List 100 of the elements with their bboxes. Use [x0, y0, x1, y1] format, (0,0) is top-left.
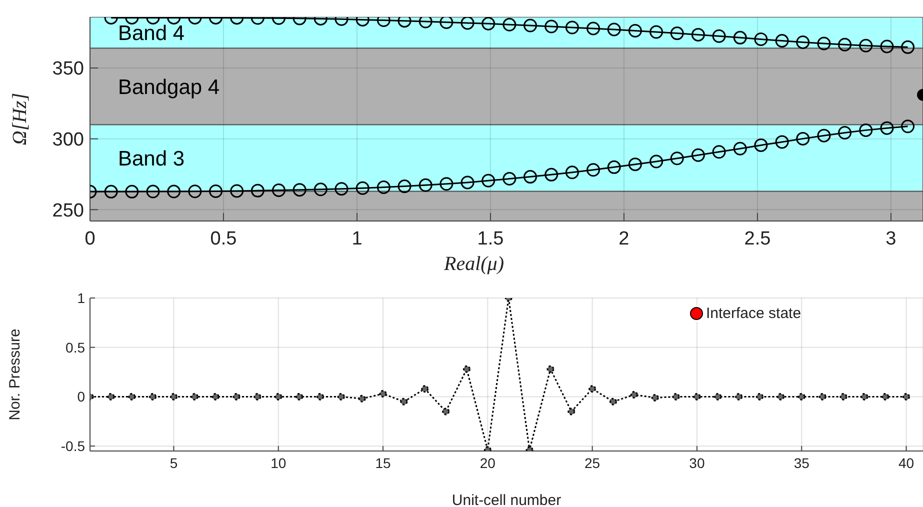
point — [817, 128, 831, 142]
point — [292, 183, 306, 197]
point — [733, 142, 747, 156]
band-label: Band 4 — [118, 22, 185, 46]
point — [544, 168, 558, 182]
point — [460, 17, 474, 30]
point — [756, 392, 764, 400]
point — [882, 392, 890, 400]
point — [901, 120, 915, 134]
point — [128, 392, 136, 400]
point — [546, 365, 554, 373]
point — [167, 184, 181, 198]
point — [544, 20, 558, 34]
x-tick-label: 30 — [689, 454, 705, 471]
point — [630, 390, 638, 398]
point — [586, 22, 600, 36]
x-tick-label: 5 — [170, 454, 178, 471]
point — [880, 40, 894, 54]
point — [482, 174, 496, 188]
point — [714, 392, 722, 400]
point — [400, 398, 408, 406]
point — [859, 38, 873, 52]
point — [651, 394, 659, 402]
point — [775, 135, 789, 149]
point — [314, 182, 328, 196]
y-tick-label: 0 — [77, 388, 86, 405]
point — [337, 392, 345, 400]
y-tick-label: 350 — [52, 58, 84, 80]
point — [880, 121, 894, 135]
point — [104, 184, 118, 198]
x-axis-title: Unit-cell number — [452, 492, 562, 507]
point — [190, 392, 198, 400]
point — [296, 392, 304, 400]
point — [440, 17, 454, 29]
point — [588, 385, 596, 393]
point — [860, 392, 868, 400]
band-label: Band 3 — [118, 147, 185, 170]
y-tick-label: 250 — [52, 200, 84, 222]
x-tick-label: 2 — [618, 228, 630, 250]
point — [565, 166, 579, 180]
point — [376, 180, 390, 194]
point — [442, 408, 450, 416]
point — [188, 184, 202, 198]
point — [902, 392, 910, 400]
point — [776, 392, 784, 400]
point — [818, 392, 826, 400]
point — [650, 25, 664, 39]
point — [274, 392, 282, 400]
point — [568, 408, 576, 416]
point — [609, 398, 617, 406]
x-tick-label: 20 — [480, 454, 496, 471]
point — [817, 36, 831, 50]
point — [901, 40, 915, 54]
point — [735, 392, 743, 400]
point — [232, 392, 240, 400]
point — [149, 392, 157, 400]
y-axis-title: Ω[Hz] — [8, 92, 32, 148]
point — [733, 30, 747, 44]
point — [398, 180, 412, 194]
point — [125, 184, 139, 198]
point — [356, 181, 370, 195]
point — [712, 145, 726, 159]
point — [524, 170, 538, 184]
point — [607, 160, 621, 174]
point — [798, 392, 806, 400]
point — [418, 17, 432, 28]
point — [628, 24, 642, 38]
point — [775, 34, 789, 48]
point — [502, 18, 516, 32]
point — [440, 177, 454, 191]
x-tick-label: 3 — [886, 228, 896, 250]
point — [230, 184, 244, 198]
point — [670, 26, 684, 40]
point — [650, 154, 664, 168]
point — [358, 394, 366, 402]
point — [754, 138, 768, 152]
point — [670, 152, 684, 166]
point — [691, 148, 705, 162]
annotation: Interface state — [706, 305, 802, 322]
point — [254, 392, 262, 400]
y-tick-label: 0.5 — [66, 339, 86, 356]
point — [838, 126, 852, 140]
point — [334, 182, 348, 196]
y-axis-title: Nor. Pressure — [6, 328, 24, 420]
point — [628, 158, 642, 172]
point — [146, 184, 160, 198]
point — [107, 392, 115, 400]
point — [754, 32, 768, 46]
x-tick-label: 15 — [375, 454, 392, 471]
point — [460, 176, 474, 190]
point — [502, 172, 516, 186]
y-tick-label: 1 — [77, 290, 86, 306]
point — [482, 17, 496, 30]
x-tick-label: 1.5 — [477, 228, 504, 250]
point — [379, 390, 387, 398]
point — [796, 35, 810, 49]
x-tick-label: 35 — [794, 454, 810, 471]
point — [672, 392, 680, 400]
point — [693, 392, 701, 400]
point — [586, 163, 600, 177]
